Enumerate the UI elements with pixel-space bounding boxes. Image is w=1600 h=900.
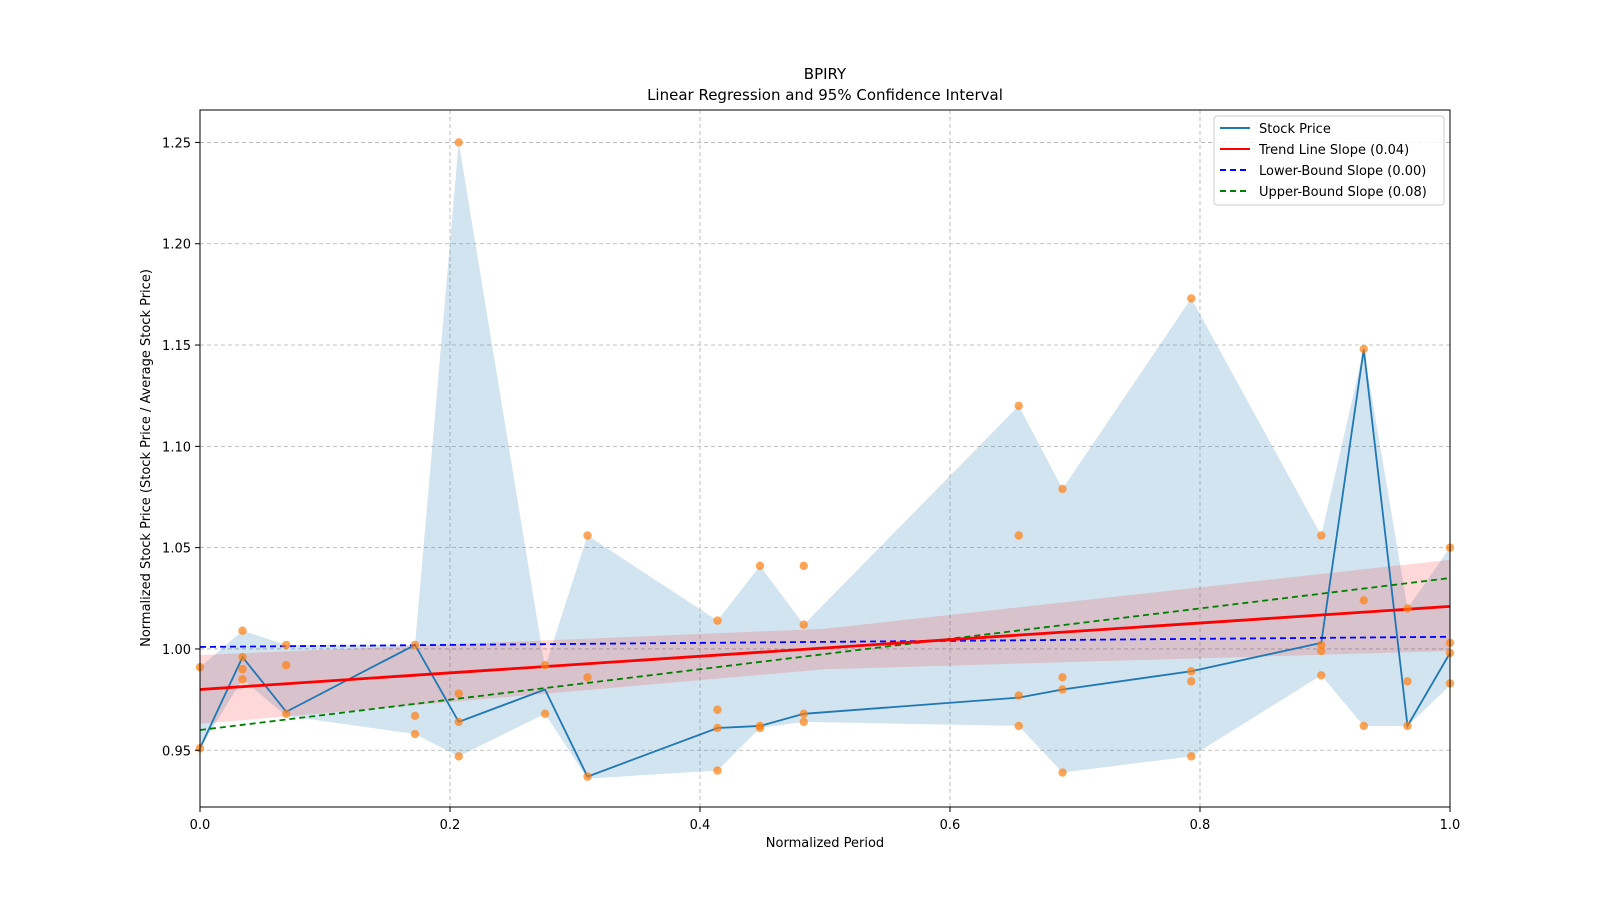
scatter-point: [1058, 673, 1067, 682]
scatter-point: [1359, 721, 1368, 731]
x-tick-label: 1.0: [1440, 818, 1461, 833]
y-tick-label: 1.15: [162, 339, 191, 354]
y-tick-label: 1.00: [162, 643, 191, 658]
scatter-point: [282, 709, 291, 718]
scatter-point: [1403, 677, 1412, 686]
scatter-point: [1403, 604, 1412, 613]
scatter-point: [454, 689, 463, 698]
scatter-point: [410, 729, 420, 739]
scatter-point: [540, 660, 550, 670]
scatter-point: [1058, 768, 1067, 777]
price-range-band: [200, 142, 1450, 779]
x-tick-label: 0.4: [690, 818, 711, 833]
scatter-point: [1187, 667, 1196, 676]
lower-bound-line: [199, 635, 1451, 648]
x-tick-label: 0.2: [440, 818, 461, 833]
x-tick-label: 0.0: [190, 818, 211, 833]
scatter-point: [583, 531, 592, 540]
scatter-point: [799, 717, 808, 727]
scatter-point: [1058, 484, 1067, 494]
scatter-point: [755, 723, 765, 733]
axes-ticks: 0.0 0.2 0.4 0.6 0.8 1.0 0.95 1.00 1.05 1.10 1.15 1.…: [162, 136, 1460, 833]
scatter-point: [713, 723, 722, 733]
scatter-point: [1317, 646, 1326, 656]
legend-label-trend-line: Trend Line Slope (0.04): [1258, 143, 1409, 158]
scatter-point: [1014, 691, 1023, 700]
scatter-point: [454, 752, 463, 761]
scatter-point: [713, 705, 722, 714]
scatter-point: [238, 652, 247, 662]
trend-line: [199, 605, 1451, 691]
scatter-point: [454, 138, 463, 147]
y-tick-label: 1.20: [162, 238, 191, 253]
scatter-point: [1403, 721, 1412, 731]
scatter-point: [1014, 721, 1023, 731]
plot-frame: [199, 109, 1451, 808]
x-tick-label: 0.6: [940, 818, 961, 833]
y-tick-label: 1.25: [162, 136, 191, 151]
scatter-point: [583, 673, 592, 682]
scatter-point: [1359, 344, 1368, 354]
scatter-point: [410, 640, 420, 650]
y-axis-label: Normalized Stock Price (Stock Price / Av…: [139, 269, 154, 647]
legend-label-stock-price: Stock Price: [1259, 122, 1331, 137]
legend-label-upper-bound: Upper-Bound Slope (0.08): [1259, 185, 1427, 200]
legend-box: [1213, 115, 1445, 206]
data-range-band: [200, 142, 1450, 779]
scatter-point: [1317, 531, 1326, 540]
y-tick-label: 0.95: [162, 744, 191, 759]
scatter-point: [282, 640, 291, 650]
chart-subtitle: Linear Regression and 95% Confidence Int…: [647, 86, 1003, 104]
scatter-point: [282, 660, 291, 670]
scatter-point: [583, 772, 592, 781]
scatter-point: [238, 626, 247, 635]
scatter-point: [713, 616, 722, 625]
scatter-point: [755, 561, 765, 571]
scatter-point: [410, 711, 420, 721]
legend: Stock Price Trend Line Slope (0.04) Lowe…: [1213, 115, 1445, 206]
scatter-point: [238, 675, 247, 684]
y-tick-label: 1.05: [162, 542, 191, 557]
scatter-point: [1187, 677, 1196, 686]
x-axis-label: Normalized Period: [766, 836, 884, 851]
scatter-point: [454, 717, 463, 727]
legend-label-lower-bound: Lower-Bound Slope (0.00): [1259, 164, 1426, 179]
scatter-point: [799, 561, 808, 571]
chart-title: BPIRY: [804, 65, 847, 83]
scatter-point: [713, 766, 722, 775]
scatter-point: [1187, 752, 1196, 761]
x-tick-label: 0.8: [1190, 818, 1211, 833]
scatter-point: [799, 709, 808, 718]
scatter-point: [1014, 401, 1023, 411]
scatter-point: [799, 620, 808, 629]
y-tick-label: 1.10: [162, 440, 191, 455]
scatter-point: [1317, 671, 1326, 680]
scatter-point: [1014, 531, 1023, 540]
scatter-point: [1359, 596, 1368, 605]
scatter-point: [238, 665, 247, 674]
scatter-point: [1187, 294, 1196, 303]
scatter-point: [540, 709, 550, 718]
scatter-point: [1317, 640, 1326, 650]
scatter-point: [1058, 685, 1067, 694]
